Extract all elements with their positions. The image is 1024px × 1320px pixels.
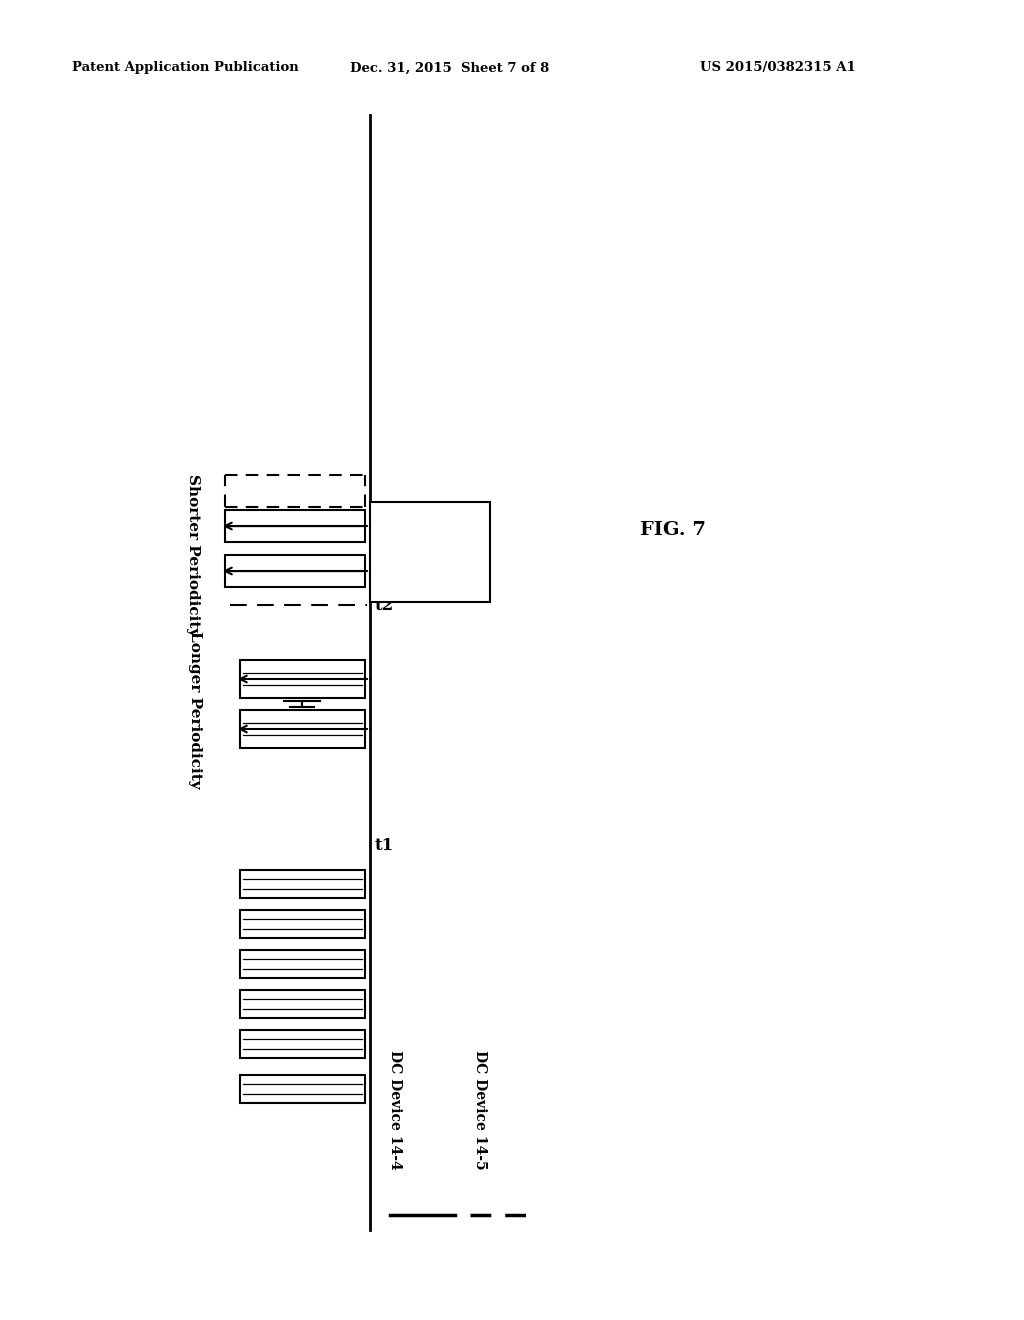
Bar [240, 870, 365, 898]
Text: t1: t1 [375, 837, 394, 854]
Bar [240, 909, 365, 939]
Bar [240, 1074, 365, 1104]
Bar [240, 950, 365, 978]
Text: Patent Application Publication: Patent Application Publication [72, 62, 299, 74]
Bar [225, 510, 365, 543]
Text: US 2015/0382315 A1: US 2015/0382315 A1 [700, 62, 856, 74]
Bar [370, 502, 490, 602]
Text: Longer Periodicity: Longer Periodicity [188, 631, 202, 789]
Bar [240, 1030, 365, 1059]
Bar [225, 554, 365, 587]
Text: Shorter Periodicity: Shorter Periodicity [186, 474, 200, 636]
Text: DC Device 14-4: DC Device 14-4 [388, 1049, 402, 1170]
Text: DC Device 14-5: DC Device 14-5 [473, 1049, 487, 1170]
Text: Dec. 31, 2015  Sheet 7 of 8: Dec. 31, 2015 Sheet 7 of 8 [350, 62, 549, 74]
Bar [240, 710, 365, 748]
Bar [240, 990, 365, 1018]
Bar [240, 660, 365, 698]
Text: t2: t2 [375, 597, 394, 614]
Text: FIG. 7: FIG. 7 [640, 521, 706, 539]
Text: t3: t3 [375, 521, 394, 539]
